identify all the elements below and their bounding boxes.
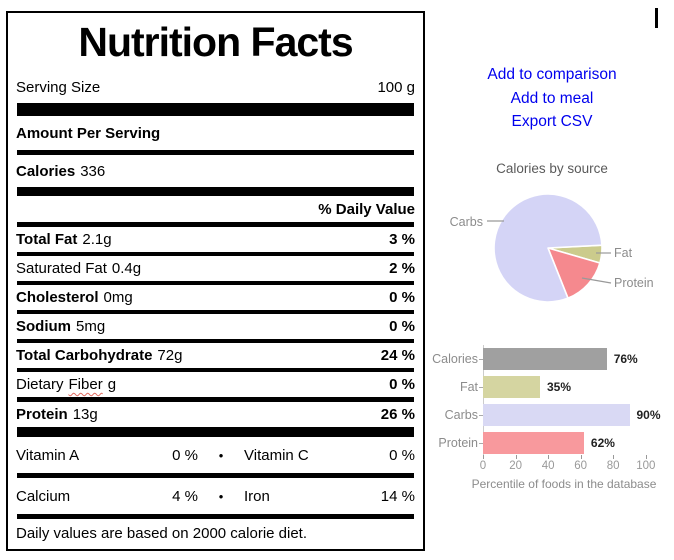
- pie-slice-label: Protein: [614, 276, 654, 290]
- bar-category-label: Calories: [432, 352, 478, 366]
- divider: [17, 150, 414, 155]
- bar-category-tick: [479, 443, 483, 444]
- pie-slice-label: Carbs: [450, 215, 483, 229]
- nutrient-row-total-carbohydrate: Total Carbohydrate 72g 24 %: [16, 347, 415, 364]
- action-links: Add to comparison Add to meal Export CSV: [430, 63, 674, 134]
- bar-value-label: 76%: [613, 352, 638, 366]
- x-axis-tick-label: 40: [541, 460, 555, 472]
- nutrient-row-protein: Protein 13g 26 %: [16, 406, 415, 423]
- bar-fat: [483, 376, 540, 398]
- bar-chart-x-axis-label: Percentile of foods in the database: [471, 477, 657, 491]
- misspelled-word: Fiber: [68, 376, 103, 393]
- daily-value-header: % Daily Value: [318, 200, 415, 218]
- pie-chart-svg: Fat Protein Carbs: [450, 193, 654, 303]
- bar-protein: [483, 432, 584, 454]
- divider: [17, 187, 414, 196]
- bar-category-tick: [479, 387, 483, 388]
- percentile-bar-chart: Percentile of foods in the database Calo…: [430, 330, 674, 505]
- pie-chart-title: Calories by source: [496, 161, 608, 176]
- divider: [17, 103, 414, 116]
- serving-size-row: Serving Size 100 g: [13, 71, 418, 103]
- nutrient-row-dietary-fiber: Dietary Fiber g 0 %: [16, 376, 415, 393]
- add-to-meal-link[interactable]: Add to meal: [510, 89, 594, 107]
- label-title: Nutrition Facts: [78, 18, 353, 65]
- serving-size-value: 100 g: [377, 78, 415, 96]
- divider: [17, 281, 414, 285]
- serving-size-label: Serving Size: [16, 78, 101, 96]
- calories-by-source-pie-chart: Fat Protein Carbs: [430, 185, 674, 320]
- pie-slice-label: Fat: [614, 246, 633, 260]
- bar-carbs: [483, 404, 630, 426]
- x-axis-tick-label: 20: [509, 460, 522, 472]
- nutrient-row-total-fat: Total Fat 2.1g 3 %: [16, 231, 415, 248]
- nutrition-facts-label: Nutrition Facts Serving Size 100 g Amoun…: [6, 11, 425, 551]
- x-axis-tick: [613, 455, 615, 459]
- footnote: Daily values are based on 2000 calorie d…: [16, 525, 308, 542]
- divider: [17, 339, 414, 343]
- x-axis-tick-label: 0: [479, 460, 487, 472]
- bar-category-tick: [479, 359, 483, 360]
- pie-slice-protein: [547, 247, 601, 299]
- vitamin-row: Vitamin A 0 % • Vitamin C 0 %: [16, 446, 415, 464]
- divider: [17, 473, 414, 478]
- pie-leader-line: [581, 277, 612, 284]
- text-cursor-icon: [655, 8, 658, 28]
- pie-slice-carbs: [493, 193, 603, 303]
- amount-per-serving-header: Amount Per Serving: [16, 124, 161, 142]
- bullet-separator: •: [218, 488, 224, 504]
- nutrient-row-sodium: Sodium 5mg 0 %: [16, 318, 415, 335]
- bar-category-label: Carbs: [444, 408, 478, 422]
- x-axis-tick: [580, 455, 582, 459]
- divider: [17, 222, 414, 227]
- bar-value-label: 90%: [636, 408, 661, 422]
- export-csv-link[interactable]: Export CSV: [511, 113, 593, 130]
- add-to-comparison-link[interactable]: Add to comparison: [487, 66, 617, 83]
- bar-category-label: Fat: [459, 380, 478, 394]
- divider: [17, 368, 414, 372]
- bar-value-label: 35%: [547, 380, 572, 394]
- divider: [17, 514, 414, 519]
- calories-value: 336: [80, 162, 106, 180]
- bar-calories: [483, 348, 607, 370]
- bar-chart-y-axis: [483, 345, 484, 455]
- divider: [17, 310, 414, 314]
- bar-category-label: Protein: [438, 436, 478, 450]
- divider: [17, 397, 414, 402]
- x-axis-tick-label: 100: [636, 460, 656, 472]
- bar-category-tick: [479, 415, 483, 416]
- x-axis-tick: [483, 455, 484, 459]
- calories-row: Calories 336: [13, 155, 418, 187]
- nutrient-row-cholesterol: Cholesterol 0mg 0 %: [16, 289, 415, 306]
- x-axis-tick: [645, 455, 647, 459]
- mineral-row: Calcium 4 % • Iron 14 %: [16, 487, 415, 505]
- bar-value-label: 62%: [590, 436, 615, 450]
- x-axis-tick: [548, 455, 550, 459]
- bullet-separator: •: [218, 447, 224, 463]
- x-axis-tick-label: 80: [606, 460, 620, 472]
- nutrient-row-saturated-fat: Saturated Fat 0.4g 2 %: [16, 260, 415, 277]
- calories-label: Calories: [16, 162, 76, 180]
- divider: [17, 252, 414, 256]
- divider: [17, 427, 414, 437]
- x-axis-tick: [515, 455, 517, 459]
- x-axis-tick-label: 60: [574, 460, 588, 472]
